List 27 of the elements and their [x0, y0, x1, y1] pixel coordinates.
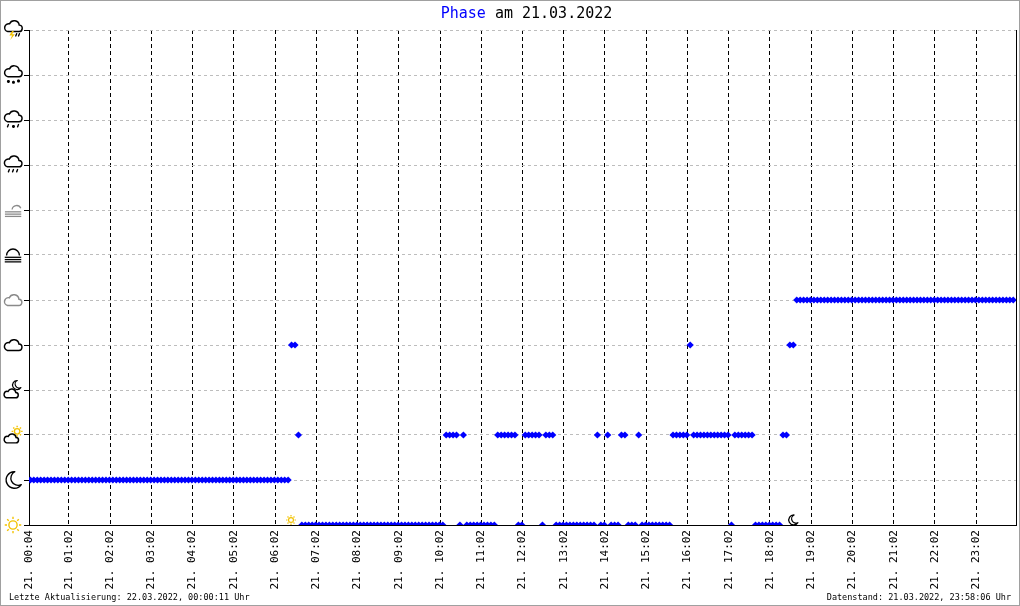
x-tick-label: 21. 05:02	[226, 530, 240, 590]
x-tick-label: 21. 21:02	[886, 530, 900, 590]
x-tick-label: 21. 17:02	[721, 530, 735, 590]
text: Datenstand: 21.03.2022, 23:58:06 Uhr	[826, 592, 1011, 602]
x-tick-label: 21. 19:02	[804, 530, 818, 590]
x-tick-label: 21. 13:02	[556, 530, 570, 590]
x-tick-label: 21. 20:02	[845, 530, 859, 590]
x-tick-label: 21. 22:02	[927, 530, 941, 590]
x-tick-label: 21. 18:02	[762, 530, 776, 590]
x-tick-label: 21. 08:02	[350, 530, 364, 590]
x-tick-label: 21. 07:02	[309, 530, 323, 590]
x-tick-label: 21. 11:02	[474, 530, 488, 590]
x-tick-label: 21. 15:02	[639, 530, 653, 590]
x-tick-label: 21. 09:02	[391, 530, 405, 590]
x-tick-label: 21. 06:02	[267, 530, 281, 590]
chart-title: Phase am 21.03.2022	[440, 4, 613, 22]
x-tick-label: 21. 14:02	[597, 530, 611, 590]
x-tick-label: 21. 00:04	[21, 529, 35, 590]
x-tick-label: 21. 12:02	[515, 530, 529, 590]
x-tick-label: 21. 02:02	[102, 530, 116, 590]
x-tick-label: 21. 01:02	[61, 530, 75, 590]
x-tick-label: 21. 23:02	[968, 530, 982, 590]
x-tick-label: 21. 10:02	[432, 530, 446, 590]
x-tick-label: 21. 03:02	[144, 530, 158, 590]
x-tick-label: 21. 04:02	[185, 530, 199, 590]
x-tick-label: 21. 16:02	[680, 530, 694, 590]
text: Letzte Aktualisierung: 22.03.2022, 00:00:11 Uhr	[9, 592, 250, 602]
